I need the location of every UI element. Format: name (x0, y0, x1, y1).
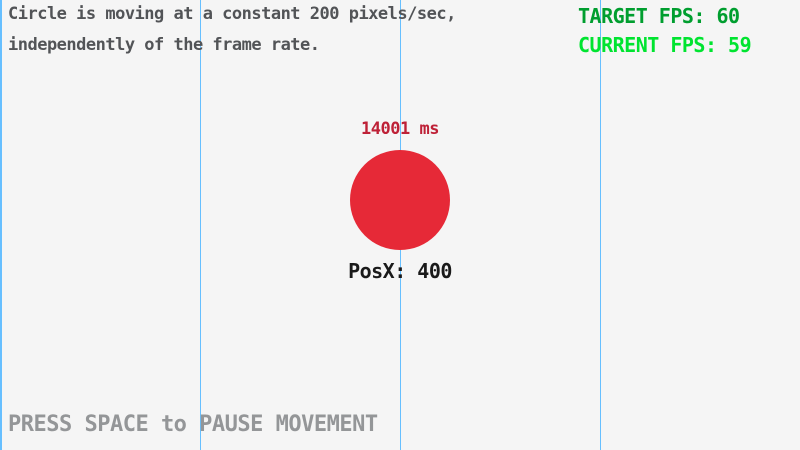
info-text-line2: independently of the frame rate. (8, 35, 320, 55)
gridline (0, 0, 2, 450)
info-text-line1: Circle is moving at a constant 200 pixel… (8, 4, 456, 24)
pause-hint-text: PRESS SPACE to PAUSE MOVEMENT (8, 412, 378, 437)
gridline (200, 0, 201, 450)
elapsed-time-label: 14001 ms (361, 119, 439, 139)
position-x-label: PosX: 400 (348, 259, 452, 283)
gridline (600, 0, 601, 450)
target-fps-readout: TARGET FPS: 60 (578, 4, 740, 28)
current-fps-readout: CURRENT FPS: 59 (578, 33, 752, 57)
moving-circle (350, 150, 450, 250)
